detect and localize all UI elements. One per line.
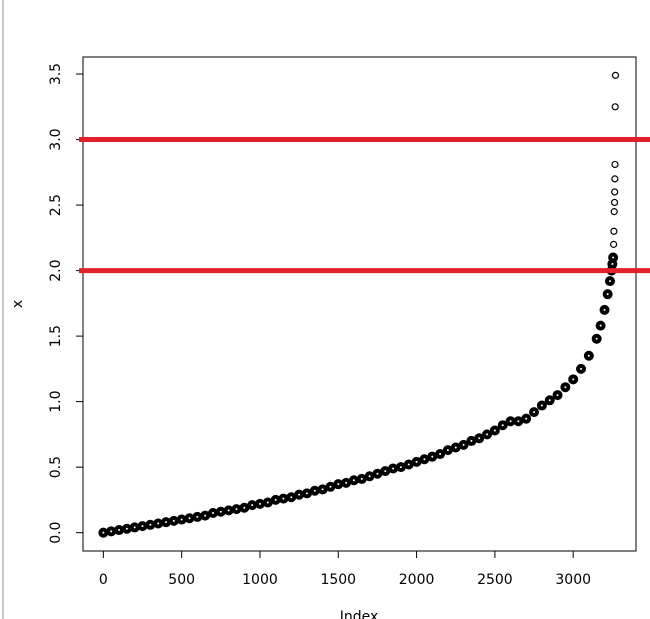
data-point bbox=[466, 435, 477, 446]
x-axis-label: Index bbox=[340, 609, 379, 619]
data-point bbox=[474, 433, 485, 444]
x-tick-label: 2500 bbox=[477, 572, 513, 588]
data-point bbox=[348, 475, 359, 486]
data-point bbox=[380, 466, 391, 477]
data-point bbox=[395, 462, 406, 473]
data-point bbox=[372, 468, 383, 479]
data-point bbox=[145, 519, 156, 530]
data-point bbox=[247, 500, 258, 511]
data-point bbox=[605, 276, 616, 287]
data-point bbox=[270, 494, 281, 505]
data-point bbox=[98, 527, 109, 538]
data-point bbox=[611, 71, 620, 79]
data-point bbox=[583, 350, 594, 361]
data-point bbox=[301, 488, 312, 499]
data-point bbox=[317, 484, 328, 495]
y-tick-label: 1.0 bbox=[48, 390, 64, 412]
data-point bbox=[200, 510, 211, 521]
data-point bbox=[278, 493, 289, 504]
data-point bbox=[223, 505, 234, 516]
data-point bbox=[602, 289, 613, 300]
data-point bbox=[497, 420, 508, 431]
data-point bbox=[610, 208, 618, 216]
data-point bbox=[184, 513, 195, 524]
data-point bbox=[341, 477, 352, 488]
data-point bbox=[599, 304, 610, 315]
data-point bbox=[294, 489, 305, 500]
x-tick-label: 3000 bbox=[555, 572, 591, 588]
data-point bbox=[482, 429, 493, 440]
data-point bbox=[153, 518, 164, 529]
data-point bbox=[544, 395, 555, 406]
x-tick-label: 1500 bbox=[320, 572, 356, 588]
data-point bbox=[435, 449, 446, 460]
data-point bbox=[254, 498, 265, 509]
y-tick-label: 1.5 bbox=[48, 325, 64, 347]
data-point bbox=[168, 515, 179, 526]
data-point bbox=[121, 523, 132, 534]
data-point bbox=[576, 363, 587, 374]
data-point bbox=[610, 198, 619, 207]
data-point bbox=[176, 514, 187, 525]
data-point bbox=[505, 416, 516, 427]
y-tick-label: 0.0 bbox=[48, 522, 64, 544]
data-point bbox=[608, 252, 619, 263]
data-point bbox=[442, 445, 453, 456]
y-axis-label: x bbox=[10, 300, 26, 308]
data-point bbox=[356, 473, 367, 484]
data-point bbox=[560, 382, 571, 393]
x-tick-label: 2000 bbox=[399, 572, 435, 588]
data-point bbox=[568, 374, 579, 385]
data-point bbox=[611, 160, 619, 169]
data-point bbox=[161, 517, 172, 528]
data-point bbox=[529, 407, 540, 418]
x-tick-label: 0 bbox=[99, 572, 108, 588]
data-point bbox=[192, 511, 203, 522]
data-point bbox=[611, 175, 619, 183]
data-point bbox=[262, 497, 273, 508]
data-point bbox=[388, 463, 399, 474]
x-tick-label: 500 bbox=[168, 572, 195, 588]
data-point bbox=[611, 188, 619, 196]
data-point bbox=[419, 454, 430, 465]
y-tick-label: 2.5 bbox=[48, 194, 64, 216]
data-point bbox=[114, 525, 125, 536]
data-point bbox=[489, 425, 500, 436]
data-point bbox=[333, 479, 344, 490]
data-point bbox=[231, 504, 242, 515]
data-point bbox=[411, 456, 422, 467]
data-point bbox=[239, 502, 250, 513]
data-point bbox=[521, 413, 532, 424]
y-tick-label: 0.5 bbox=[48, 456, 64, 478]
data-point bbox=[215, 506, 226, 517]
data-point bbox=[325, 481, 336, 492]
data-point bbox=[403, 459, 414, 470]
y-tick-label: 2.0 bbox=[48, 259, 64, 281]
y-tick-label: 3.5 bbox=[48, 63, 64, 85]
data-point bbox=[552, 390, 563, 401]
data-point bbox=[207, 508, 218, 518]
data-point bbox=[129, 522, 140, 533]
data-point bbox=[610, 240, 618, 248]
data-point bbox=[106, 526, 117, 537]
data-point bbox=[595, 320, 606, 331]
x-tick-label: 1000 bbox=[242, 572, 278, 588]
data-point bbox=[513, 416, 524, 427]
data-point bbox=[536, 400, 547, 411]
data-point bbox=[450, 442, 461, 453]
data-point bbox=[458, 439, 469, 450]
data-point bbox=[364, 471, 375, 482]
data-point bbox=[591, 333, 602, 344]
data-point bbox=[427, 451, 438, 462]
data-point bbox=[610, 227, 618, 235]
data-point bbox=[309, 485, 320, 496]
y-tick-label: 3.0 bbox=[48, 128, 64, 150]
data-point bbox=[137, 521, 148, 532]
data-point bbox=[286, 492, 297, 503]
data-point bbox=[611, 103, 619, 111]
